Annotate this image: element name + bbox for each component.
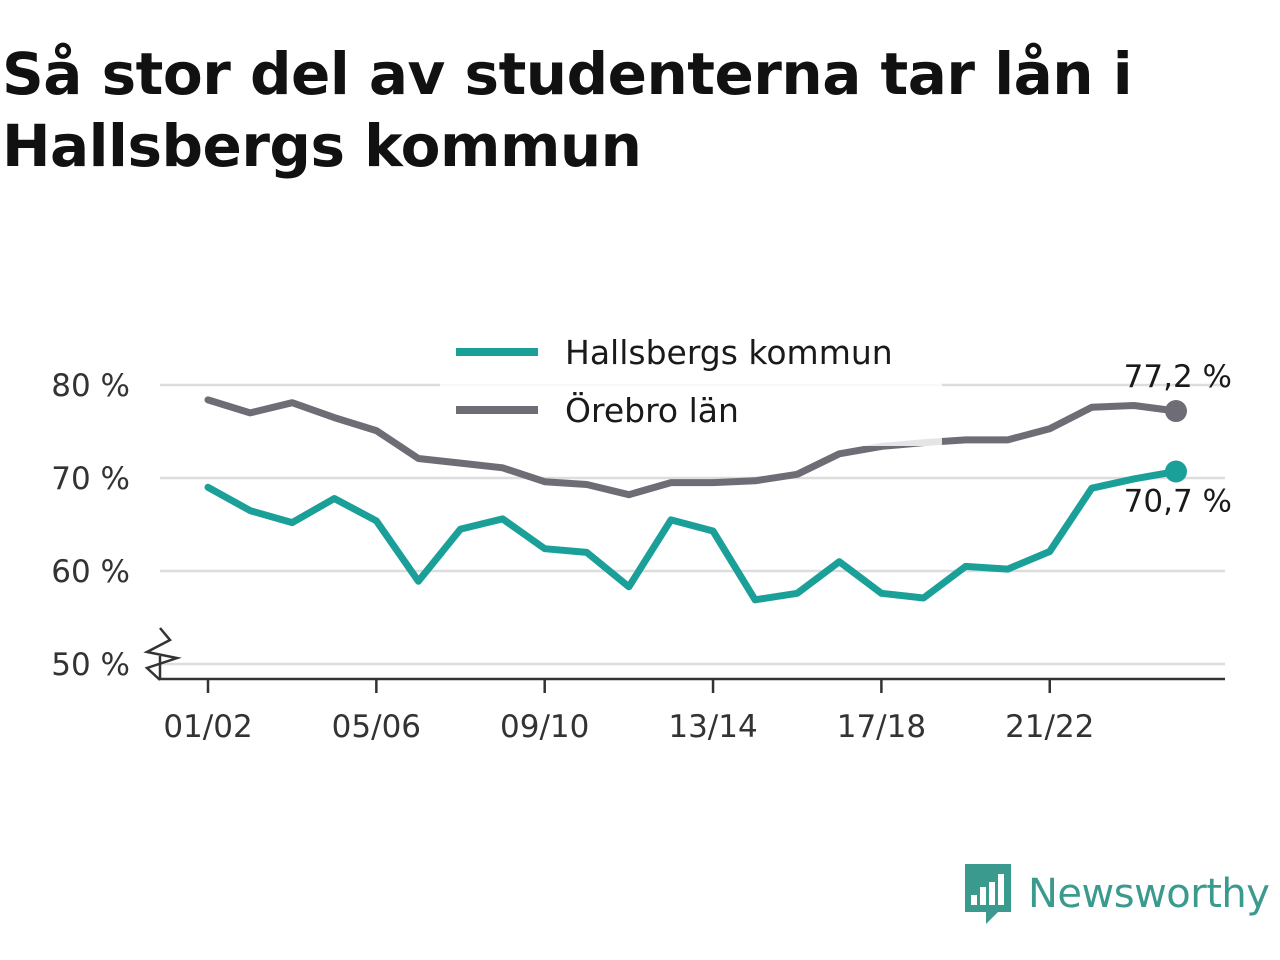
legend-background xyxy=(440,326,942,446)
series-line xyxy=(204,468,1180,604)
brand-name: Newsworthy xyxy=(1028,871,1270,917)
end-value-label: 77,2 % xyxy=(1124,359,1232,395)
series-end-point xyxy=(1165,400,1187,423)
end-labels: 77,2 % 70,7 % xyxy=(1124,359,1232,519)
bar-chart-speech-bubble-icon xyxy=(965,864,1011,924)
newsworthy-logo[interactable]: Newsworthy xyxy=(962,862,1270,926)
y-tick-label: 60 % xyxy=(51,554,130,590)
x-tick-label: 21/22 xyxy=(1005,709,1094,745)
series-end-point xyxy=(1165,460,1187,483)
x-tick-label: 01/02 xyxy=(163,709,252,745)
end-value-label: 70,7 % xyxy=(1124,483,1232,519)
axes: 50 % 60 % 70 % 80 % 01/02 05/06 09/10 13/14 17/1… xyxy=(51,368,1225,745)
x-tick-label: 09/10 xyxy=(500,709,589,745)
y-tick-label: 70 % xyxy=(51,461,130,497)
y-tick-label: 80 % xyxy=(51,368,130,404)
chart-title: Så stor del av studenterna tar lån i Hal… xyxy=(2,40,1133,180)
series-line xyxy=(204,396,1180,499)
x-tick-label: 05/06 xyxy=(332,709,421,745)
legend-label: Hallsbergs kommun xyxy=(565,333,893,372)
legend-label: Örebro län xyxy=(565,390,739,430)
legend: Hallsbergs kommun Örebro län xyxy=(440,326,942,446)
series-layer xyxy=(204,396,1187,604)
y-tick-label: 50 % xyxy=(51,647,130,683)
x-tick-label: 17/18 xyxy=(837,709,926,745)
x-tick-label: 13/14 xyxy=(668,709,757,745)
axis-break-marker xyxy=(143,627,182,681)
